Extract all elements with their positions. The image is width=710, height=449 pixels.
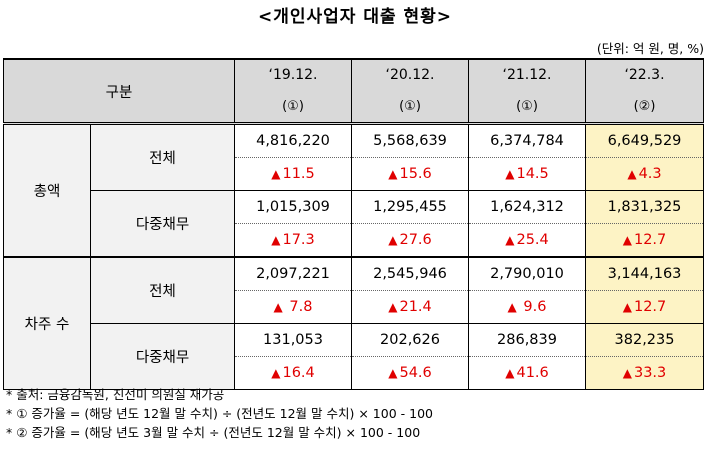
- value-cell: 2,097,221: [234, 256, 352, 291]
- footnote: * ① 증가율 = (해당 년도 12월 말 수치) ÷ (전년도 12월 말 …: [6, 406, 433, 421]
- change-cell: ▲ 27.6: [351, 223, 469, 258]
- change-cell: ▲ 14.5: [468, 157, 586, 191]
- row-label: 전체: [90, 122, 235, 191]
- value-cell: 5,568,639: [351, 122, 469, 158]
- up-triangle-icon: ▲: [271, 366, 281, 380]
- up-triangle-icon: ▲: [388, 233, 398, 247]
- value-cell: 286,839: [468, 323, 586, 357]
- up-triangle-icon: ▲: [388, 366, 398, 380]
- column-date: ‘22.3.: [585, 58, 704, 90]
- change-cell: ▲ 41.6: [468, 356, 586, 390]
- column-date: ‘20.12.: [351, 58, 469, 90]
- up-triangle-icon: ▲: [622, 366, 632, 380]
- up-triangle-icon: ▲: [505, 167, 515, 181]
- value-cell: 4,816,220: [234, 122, 352, 158]
- column-mark: (②): [585, 90, 704, 124]
- value-cell: 1,295,455: [351, 190, 469, 224]
- group-label: 차주 수: [3, 256, 91, 390]
- row-label: 다중채무: [90, 323, 235, 390]
- value-cell: 1,624,312: [468, 190, 586, 224]
- value-cell: 382,235: [585, 323, 704, 357]
- change-cell: ▲ 15.6: [351, 157, 469, 191]
- value-cell: 1,831,325: [585, 190, 704, 224]
- change-cell: ▲ 33.3: [585, 356, 704, 390]
- change-cell: ▲ 9.6: [468, 290, 586, 324]
- footnote: * 출처: 금융감독원, 진선미 의원실 재가공: [6, 387, 225, 402]
- value-cell: 6,374,784: [468, 122, 586, 158]
- page-title: <개인사업자 대출 현황>: [257, 7, 453, 27]
- change-cell: ▲ 7.8: [234, 290, 352, 324]
- row-label: 전체: [90, 256, 235, 324]
- up-triangle-icon: ▲: [388, 167, 398, 181]
- up-triangle-icon: ▲: [627, 167, 637, 181]
- up-triangle-icon: ▲: [507, 300, 517, 314]
- footnote: * ② 증가율 = (해당 년도 3월 말 수치 ÷ (전년도 12월 말 수치…: [6, 425, 421, 440]
- change-cell: ▲ 16.4: [234, 356, 352, 390]
- change-cell: ▲ 25.4: [468, 223, 586, 258]
- unit-note: (단위: 억 원, 명, %): [596, 41, 704, 56]
- column-mark: (①): [468, 90, 586, 124]
- change-cell: ▲ 17.3: [234, 223, 352, 258]
- value-cell: 3,144,163: [585, 256, 704, 291]
- change-cell: ▲ 12.7: [585, 290, 704, 324]
- change-cell: ▲ 21.4: [351, 290, 469, 324]
- column-date: ‘21.12.: [468, 58, 586, 90]
- column-mark: (①): [351, 90, 469, 124]
- up-triangle-icon: ▲: [622, 233, 632, 247]
- value-cell: 202,626: [351, 323, 469, 357]
- column-mark: (①): [234, 90, 352, 124]
- group-label: 총액: [3, 122, 91, 258]
- change-cell: ▲ 4.3: [585, 157, 704, 191]
- header-category: 구분: [3, 58, 235, 124]
- up-triangle-icon: ▲: [271, 167, 281, 181]
- up-triangle-icon: ▲: [273, 300, 283, 314]
- footnotes: * 출처: 금융감독원, 진선미 의원실 재가공 * ① 증가율 = (해당 년…: [6, 385, 433, 442]
- up-triangle-icon: ▲: [388, 300, 398, 314]
- loan-status-table: 구분 ‘19.12. ‘20.12. ‘21.12. ‘22.3. (①) (①…: [3, 58, 704, 390]
- change-cell: ▲ 12.7: [585, 223, 704, 258]
- row-label: 다중채무: [90, 190, 235, 258]
- value-cell: 2,790,010: [468, 256, 586, 291]
- up-triangle-icon: ▲: [505, 366, 515, 380]
- change-cell: ▲ 54.6: [351, 356, 469, 390]
- value-cell: 131,053: [234, 323, 352, 357]
- value-cell: 2,545,946: [351, 256, 469, 291]
- up-triangle-icon: ▲: [622, 300, 632, 314]
- value-cell: 1,015,309: [234, 190, 352, 224]
- value-cell: 6,649,529: [585, 122, 704, 158]
- column-date: ‘19.12.: [234, 58, 352, 90]
- up-triangle-icon: ▲: [505, 233, 515, 247]
- up-triangle-icon: ▲: [271, 233, 281, 247]
- change-cell: ▲ 11.5: [234, 157, 352, 191]
